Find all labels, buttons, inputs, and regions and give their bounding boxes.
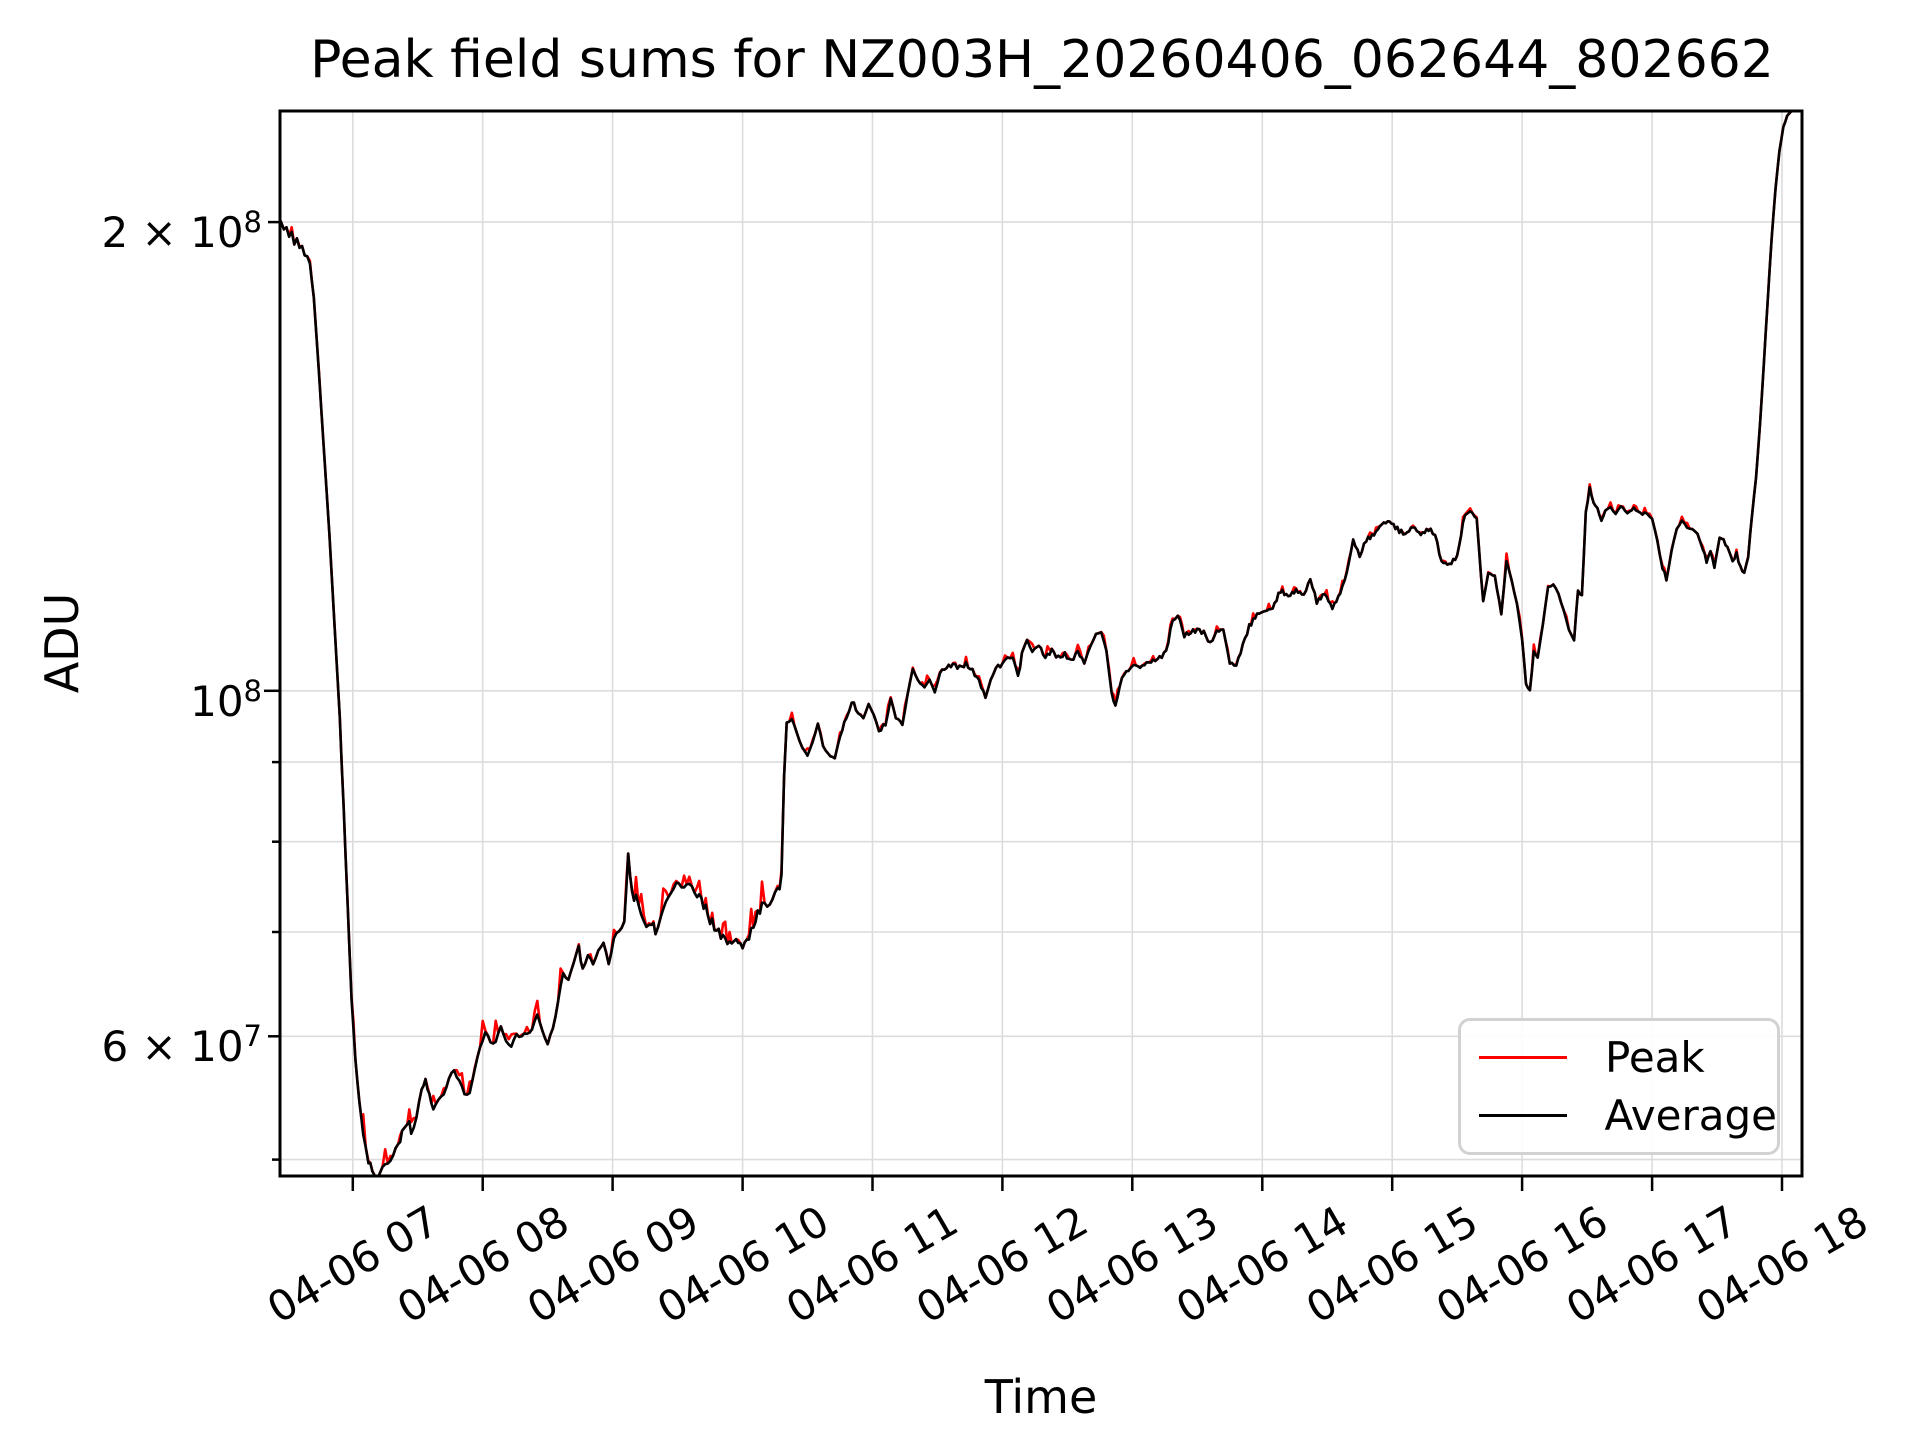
gridlines bbox=[280, 111, 1802, 1176]
average-line-swatch bbox=[1479, 1113, 1567, 1117]
legend: Peak Average bbox=[1458, 1018, 1780, 1155]
legend-item-average: Average bbox=[1479, 1091, 1777, 1140]
axes-spines bbox=[278, 109, 1804, 1178]
x-axis-label: Time bbox=[984, 1370, 1098, 1424]
tick-marks bbox=[264, 220, 1784, 1191]
average-line bbox=[280, 111, 1794, 1176]
legend-label-peak: Peak bbox=[1605, 1033, 1705, 1083]
legend-label-average: Average bbox=[1604, 1090, 1777, 1140]
legend-item-peak: Peak bbox=[1479, 1033, 1777, 1082]
chart-title: Peak field sums for NZ003H_20260406_0626… bbox=[310, 30, 1774, 90]
peak-line-swatch bbox=[1479, 1056, 1567, 1060]
